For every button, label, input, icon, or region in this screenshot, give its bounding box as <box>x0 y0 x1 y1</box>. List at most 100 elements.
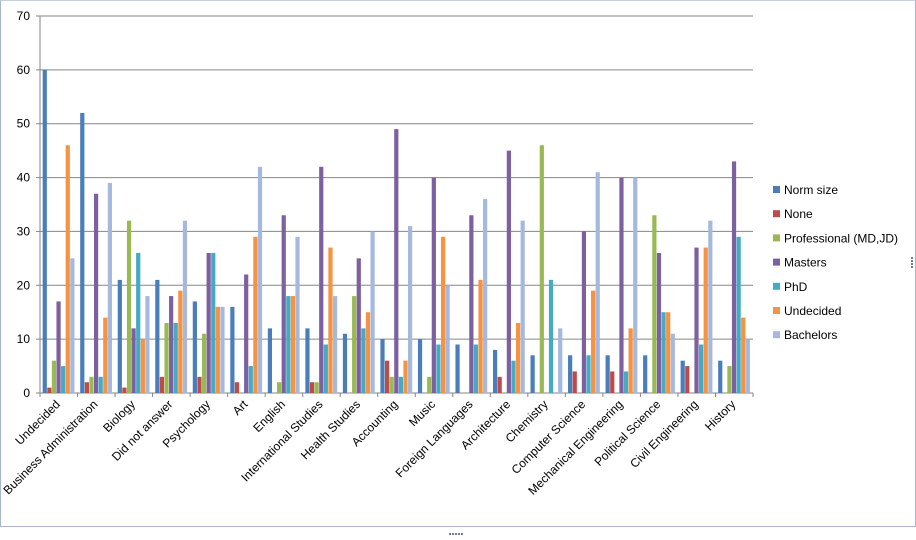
bar[interactable] <box>745 339 750 393</box>
bar[interactable] <box>417 339 423 393</box>
bar[interactable] <box>497 376 502 393</box>
bar[interactable] <box>107 182 112 393</box>
bar[interactable] <box>731 161 737 393</box>
bar[interactable] <box>182 220 188 393</box>
bar[interactable] <box>244 274 249 393</box>
bar[interactable] <box>440 236 446 393</box>
bar[interactable] <box>718 360 723 393</box>
bar[interactable] <box>741 317 746 393</box>
bar[interactable] <box>215 306 220 393</box>
bar[interactable] <box>234 382 240 393</box>
bar[interactable] <box>520 220 525 393</box>
bar[interactable] <box>206 252 211 393</box>
bar[interactable] <box>445 285 450 393</box>
bar[interactable] <box>628 328 633 393</box>
bar[interactable] <box>694 247 699 393</box>
bar[interactable] <box>305 328 310 393</box>
bar[interactable] <box>286 296 291 393</box>
bar[interactable] <box>342 333 348 393</box>
bar[interactable] <box>323 344 328 393</box>
bar[interactable] <box>586 355 591 393</box>
bar[interactable] <box>506 150 511 393</box>
bar[interactable] <box>431 177 436 393</box>
bar[interactable] <box>685 366 690 393</box>
bar[interactable] <box>530 355 535 393</box>
bar[interactable] <box>670 333 675 393</box>
bar[interactable] <box>84 382 89 393</box>
bar[interactable] <box>98 376 103 393</box>
bar[interactable] <box>145 296 150 393</box>
bar[interactable] <box>159 376 165 393</box>
bar[interactable] <box>633 177 638 393</box>
bar[interactable] <box>473 344 479 393</box>
bar[interactable] <box>220 306 225 393</box>
bar[interactable] <box>623 371 629 393</box>
bar[interactable] <box>319 166 324 393</box>
bar[interactable] <box>290 296 296 393</box>
bar[interactable] <box>56 301 61 393</box>
bar[interactable] <box>666 312 671 393</box>
bar[interactable] <box>328 247 333 393</box>
bar[interactable] <box>515 322 521 393</box>
bar[interactable] <box>178 290 183 393</box>
bar[interactable] <box>455 344 460 393</box>
bar[interactable] <box>736 236 741 393</box>
bar[interactable] <box>652 215 657 393</box>
bar[interactable] <box>398 376 403 393</box>
bar[interactable] <box>309 382 315 393</box>
bar[interactable] <box>483 199 488 393</box>
bar[interactable] <box>365 312 371 393</box>
resize-handle-right[interactable] <box>911 257 915 271</box>
bar[interactable] <box>89 376 94 393</box>
bar[interactable] <box>699 344 704 393</box>
bar[interactable] <box>51 360 57 393</box>
bar[interactable] <box>201 333 207 393</box>
bar[interactable] <box>70 258 75 393</box>
bar[interactable] <box>122 387 127 393</box>
bar[interactable] <box>42 69 47 394</box>
bar[interactable] <box>656 252 662 393</box>
bar[interactable] <box>610 371 615 393</box>
bar[interactable] <box>197 376 202 393</box>
bar[interactable] <box>478 279 483 393</box>
bar[interactable] <box>605 355 610 393</box>
bar[interactable] <box>155 279 160 393</box>
bar[interactable] <box>126 220 132 393</box>
bar[interactable] <box>427 376 432 393</box>
bar[interactable] <box>169 296 174 393</box>
resize-handle-bottom[interactable] <box>449 522 465 535</box>
bar[interactable] <box>173 322 178 393</box>
bar[interactable] <box>211 252 216 393</box>
bar[interactable] <box>568 355 573 393</box>
bar[interactable] <box>727 366 732 393</box>
bar[interactable] <box>253 236 258 393</box>
bar[interactable] <box>257 166 263 393</box>
bar[interactable] <box>469 215 474 393</box>
bar[interactable] <box>548 279 554 393</box>
bar[interactable] <box>192 301 197 393</box>
bar[interactable] <box>117 279 122 393</box>
bar[interactable] <box>661 312 666 393</box>
bar[interactable] <box>619 177 624 393</box>
bar[interactable] <box>140 339 145 393</box>
bar[interactable] <box>389 376 394 393</box>
bar[interactable] <box>394 129 399 393</box>
bar[interactable] <box>703 247 708 393</box>
bar[interactable] <box>295 236 300 393</box>
bar[interactable] <box>370 231 375 393</box>
bar[interactable] <box>361 328 366 393</box>
bar[interactable] <box>385 360 390 393</box>
bar[interactable] <box>380 339 385 393</box>
bar[interactable] <box>267 328 273 393</box>
bar[interactable] <box>93 193 99 393</box>
bar[interactable] <box>136 252 141 393</box>
bar[interactable] <box>314 382 319 393</box>
bar[interactable] <box>591 290 596 393</box>
bar[interactable] <box>539 145 544 393</box>
bar[interactable] <box>103 317 108 393</box>
bar[interactable] <box>65 145 70 393</box>
bar[interactable] <box>572 371 577 393</box>
bar[interactable] <box>47 387 52 393</box>
bar[interactable] <box>356 258 361 393</box>
